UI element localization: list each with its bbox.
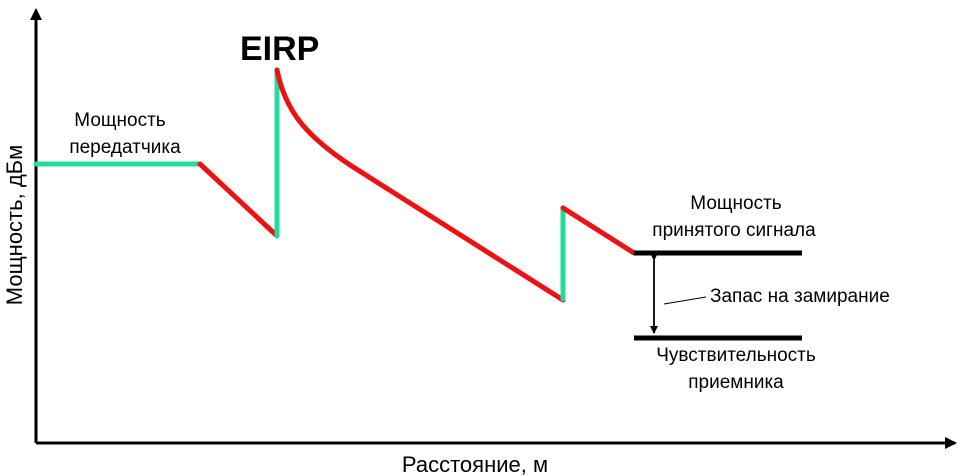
sensitivity-label-line2: приемника — [688, 372, 784, 393]
x-axis-label: Расстояние, м — [402, 452, 548, 476]
y-axis-label: Мощность, дБм — [2, 145, 27, 305]
tx-cable-loss-segment — [197, 161, 279, 238]
rx-power-label-line2: принятого сигнала — [652, 220, 816, 241]
fade-margin-leader — [663, 296, 707, 305]
tx-power-label-line1: Мощность — [74, 110, 166, 131]
sensitivity-label-line1: Чувствительность — [656, 345, 816, 366]
fade-margin-label: Запас на замирание — [710, 286, 890, 307]
free-space-loss-curve — [274, 67, 566, 303]
rx-power-label-line1: Мощность — [690, 193, 782, 214]
rx-cable-loss-segment — [560, 205, 637, 256]
tx-power-label-line2: передатчика — [69, 137, 181, 158]
eirp-label: EIRP — [240, 30, 319, 68]
